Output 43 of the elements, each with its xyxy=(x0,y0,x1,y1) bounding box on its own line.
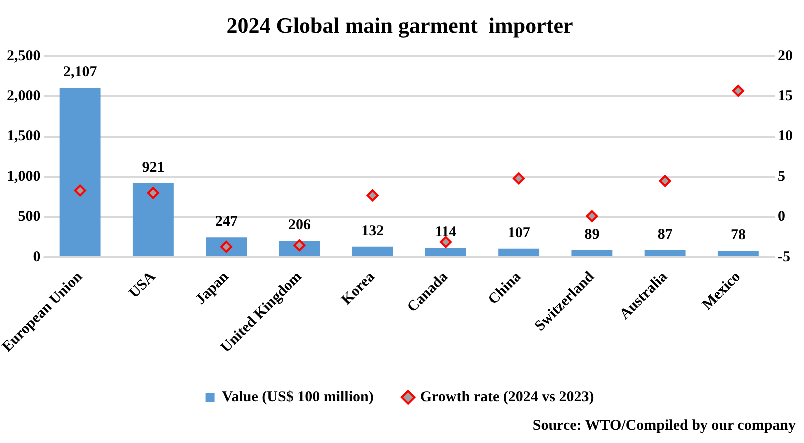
y2-tick-label: -5 xyxy=(778,249,790,266)
y2-tick-label: 20 xyxy=(778,48,793,64)
text: 87 xyxy=(658,226,673,243)
point xyxy=(74,184,86,197)
text: 107 xyxy=(508,225,530,242)
bar xyxy=(572,250,613,257)
y-tick-label: 1,500 xyxy=(7,128,41,145)
bar xyxy=(352,246,394,257)
point xyxy=(732,84,744,97)
bar xyxy=(60,88,101,257)
y-tick-label: 2,000 xyxy=(7,88,41,105)
text: 2,107 xyxy=(63,64,98,80)
text: 132 xyxy=(362,223,384,240)
point xyxy=(586,210,598,223)
point xyxy=(440,236,452,248)
text: 114 xyxy=(435,224,457,241)
chart-title: 2024 Global main garment importer xyxy=(226,12,574,38)
y2-tick-label: 5 xyxy=(778,168,786,185)
bar xyxy=(132,183,174,257)
legend-label: Growth rate (2024 vs 2023) xyxy=(420,389,594,406)
y2-tick-label: 15 xyxy=(778,88,793,105)
bar xyxy=(718,251,759,257)
text: 78 xyxy=(730,228,746,244)
legend-label: Value (US$ 100 million) xyxy=(222,389,374,406)
text: 247 xyxy=(215,214,238,230)
y-tick-label: 0 xyxy=(33,249,41,266)
bar xyxy=(425,248,466,257)
point xyxy=(366,190,379,202)
y2-tick-label: 0 xyxy=(778,209,786,226)
x-tick-label: USA xyxy=(126,269,160,302)
y2-tick-label: 10 xyxy=(778,128,793,145)
source-note: Source: WTO/Compiled by our company xyxy=(532,418,796,435)
point xyxy=(147,187,160,200)
text: 921 xyxy=(142,160,165,176)
point xyxy=(513,172,526,185)
text: 89 xyxy=(584,226,600,243)
text: 206 xyxy=(288,217,311,234)
bar xyxy=(644,250,686,257)
y-tick-label: 500 xyxy=(18,209,41,226)
point xyxy=(659,175,672,188)
bar xyxy=(498,248,540,257)
y-tick-label: 1,000 xyxy=(7,168,41,185)
y-tick-label: 2,500 xyxy=(7,48,41,64)
